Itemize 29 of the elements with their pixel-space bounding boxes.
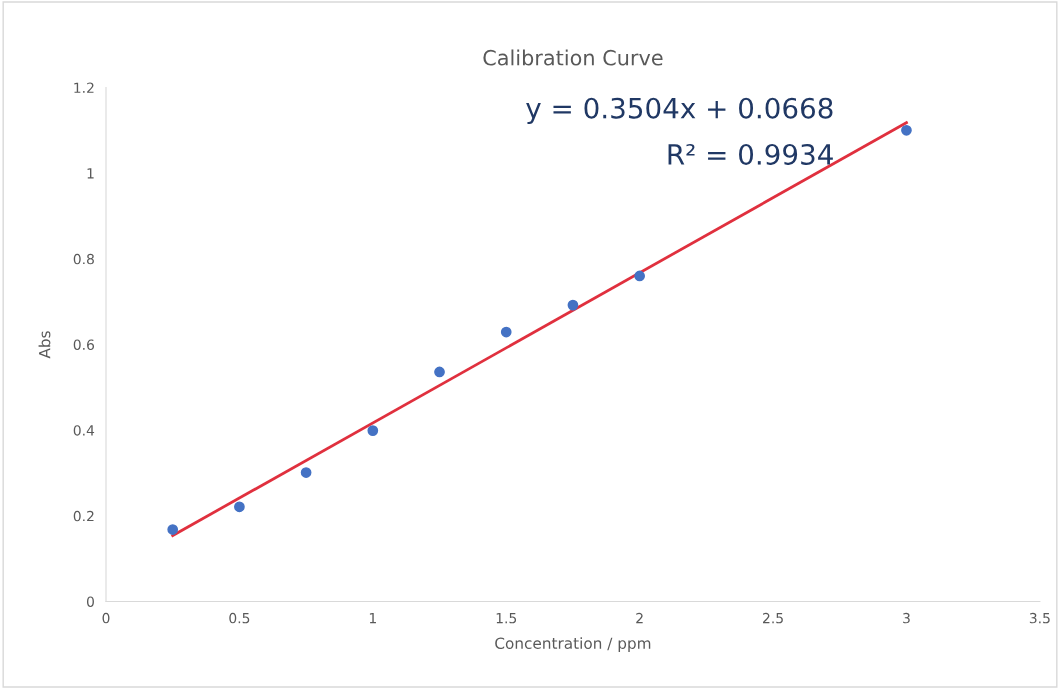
- x-tick-label: 3.5: [1029, 612, 1050, 624]
- x-axis-title: Concentration / ppm: [495, 637, 651, 652]
- y-axis-title: Abs: [38, 331, 51, 359]
- x-tick-label: 0: [102, 612, 110, 624]
- x-tick-label: 0.5: [229, 612, 250, 624]
- y-tick-label: 0.8: [73, 253, 94, 265]
- point: [167, 524, 179, 535]
- y-tick-label: 1: [87, 168, 94, 179]
- point: [567, 299, 579, 311]
- point: [634, 270, 645, 282]
- x-tick-label: 2.5: [763, 612, 783, 624]
- point: [367, 425, 379, 436]
- x-tick-label: 1.5: [496, 613, 517, 624]
- annotation: R² = 0.9934: [668, 143, 833, 165]
- point: [300, 467, 312, 478]
- annotation: y = 0.3504x + 0.0668: [526, 97, 833, 125]
- point: [901, 124, 912, 136]
- chart-title: Calibration Curve: [483, 49, 663, 66]
- x-tick-label: 3: [903, 612, 910, 624]
- x-tick-label: 1: [369, 613, 376, 624]
- y-tick-label: 0: [86, 596, 94, 607]
- y-tick-label: 0.6: [73, 339, 95, 350]
- x-tick-label: 2: [636, 612, 643, 624]
- point: [434, 366, 445, 378]
- point: [234, 501, 245, 513]
- y-tick-label: 1.2: [74, 82, 94, 93]
- point: [500, 326, 512, 338]
- y-tick-label: 0.4: [73, 425, 95, 436]
- y-tick-label: 0.2: [73, 510, 94, 522]
